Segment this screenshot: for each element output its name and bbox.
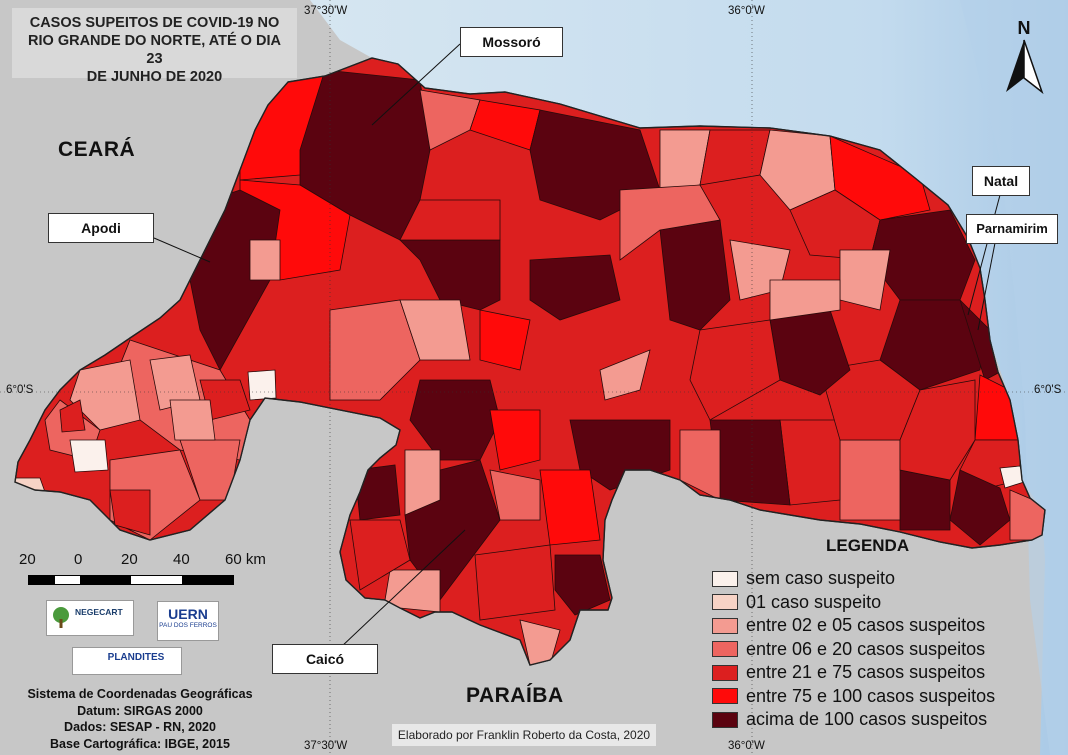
callout-apodi: Apodi: [48, 213, 154, 243]
scale-label: 20: [19, 551, 36, 568]
legend-item: entre 06 e 20 casos suspeitos: [712, 638, 995, 662]
tree-icon: [53, 607, 69, 628]
legend: sem caso suspeito 01 caso suspeito entre 0…: [712, 567, 995, 732]
legend-swatch: [712, 641, 738, 658]
callout-natal: Natal: [972, 166, 1030, 196]
uern-sub-label: PAU DOS FERROS: [159, 622, 217, 629]
legend-swatch: [712, 594, 738, 611]
latitude-label-left: 6°0'S: [6, 384, 34, 396]
info-line: Sistema de Coordenadas Geográficas: [27, 687, 253, 701]
title-line: DE JUNHO DE 2020: [86, 69, 223, 85]
north-label: N: [1018, 18, 1031, 38]
uern-label: UERN: [168, 606, 208, 622]
legend-item: entre 02 e 05 casos suspeitos: [712, 614, 995, 638]
north-arrow-icon: N: [1006, 18, 1044, 95]
longitude-label-top-left: 37°30'W: [304, 5, 348, 17]
longitude-label-bottom-left: 37°30'W: [304, 740, 348, 752]
legend-item: acima de 100 casos suspeitos: [712, 708, 995, 732]
map-title: CASOS SUPEITOS DE COVID-19 NO RIO GRANDE…: [12, 8, 297, 85]
scale-bar: [28, 575, 234, 585]
legend-swatch: [712, 664, 738, 681]
legend-label: entre 75 e 100 casos suspeitos: [746, 685, 996, 706]
callout-mossoro: Mossoró: [460, 27, 563, 57]
legend-label: 01 caso suspeito: [746, 591, 882, 612]
legend-item: 01 caso suspeito: [712, 591, 995, 615]
legend-label: acima de 100 casos suspeitos: [746, 709, 988, 730]
legend-item: entre 75 e 100 casos suspeitos: [712, 685, 995, 709]
map-info: Sistema de Coordenadas Geográficas Datum…: [20, 686, 260, 752]
plandites-label: PLANDITES: [107, 652, 165, 663]
neighbor-state-paraiba: PARAÍBA: [466, 684, 564, 707]
callout-caico: Caicó: [272, 644, 378, 674]
scale-label: 40: [173, 551, 190, 568]
neighbor-state-ceara: CEARÁ: [58, 138, 136, 161]
scale-label: 0: [74, 551, 83, 568]
legend-label: entre 06 e 20 casos suspeitos: [746, 638, 986, 659]
credit-line: Elaborado por Franklin Roberto da Costa,…: [392, 724, 656, 746]
scale-labels: 20 0 20 40 60 km: [18, 551, 278, 569]
scale-label: 20: [121, 551, 138, 568]
longitude-label-bottom-right: 36°0'W: [728, 740, 765, 752]
latitude-label-right: 6°0'S: [1034, 384, 1062, 396]
legend-swatch: [712, 711, 738, 728]
legend-swatch: [712, 688, 738, 705]
info-line: Dados: SESAP - RN, 2020: [64, 720, 216, 734]
info-line: Base Cartográfica: IBGE, 2015: [50, 736, 230, 751]
scale-label: 60 km: [225, 551, 266, 568]
uern-logo: UERN PAU DOS FERROS: [157, 601, 219, 641]
title-line: CASOS SUPEITOS DE COVID-19 NO: [29, 15, 280, 31]
negecart-logo: NEGECART: [46, 600, 134, 636]
legend-label: entre 02 e 05 casos suspeitos: [746, 615, 986, 636]
title-line: RIO GRANDE DO NORTE, ATÉ O DIA 23: [28, 33, 281, 67]
legend-item: sem caso suspeito: [712, 567, 995, 591]
legend-item: entre 21 e 75 casos suspeitos: [712, 661, 995, 685]
legend-swatch: [712, 617, 738, 634]
negecart-label: NEGECART: [75, 607, 123, 617]
info-line: Datum: SIRGAS 2000: [77, 703, 203, 718]
callout-parnamirim: Parnamirim: [966, 214, 1058, 244]
legend-label: entre 21 e 75 casos suspeitos: [746, 662, 986, 683]
longitude-label-top-right: 36°0'W: [728, 5, 765, 17]
legend-title: LEGENDA: [826, 536, 910, 555]
plandites-logo: PLANDITES: [72, 647, 182, 675]
legend-label: sem caso suspeito: [746, 568, 896, 589]
legend-swatch: [712, 570, 738, 587]
